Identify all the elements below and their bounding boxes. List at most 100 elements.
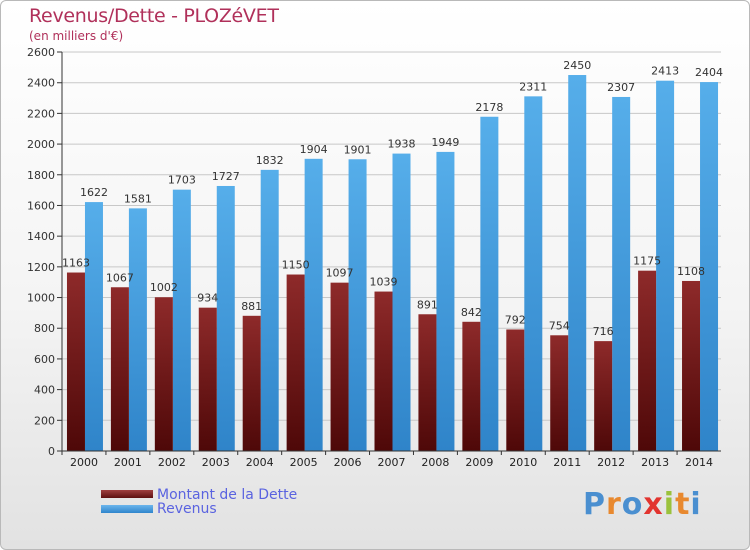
data-label-revenue: 1949 [431, 136, 459, 149]
legend-swatch-revenue [101, 505, 153, 513]
y-tick-label: 2000 [27, 138, 55, 151]
data-label-revenue: 1581 [124, 192, 152, 205]
data-label-debt: 1150 [282, 259, 310, 272]
bar-debt [594, 341, 613, 451]
bar-revenue [260, 169, 279, 451]
bar-debt [198, 307, 217, 451]
data-label-debt: 716 [593, 325, 614, 338]
bar-debt [154, 297, 173, 451]
y-tick-label: 2600 [27, 46, 55, 59]
bar-revenue [524, 96, 543, 451]
x-tick-label: 2014 [685, 456, 713, 469]
x-tick-label: 2006 [334, 456, 362, 469]
logo-letter: i [663, 487, 676, 522]
y-tick-label: 800 [34, 322, 55, 335]
y-tick-label: 200 [34, 414, 55, 427]
x-tick-label: 2013 [641, 456, 669, 469]
logo-letter: P [583, 487, 606, 522]
x-tick-label: 2011 [553, 456, 581, 469]
bar-debt [682, 280, 701, 451]
bar-debt [66, 272, 85, 451]
y-tick-label: 600 [34, 353, 55, 366]
bar-revenue [128, 208, 147, 451]
chart-subtitle: (en milliers d'€) [29, 29, 124, 43]
data-label-debt: 891 [417, 298, 438, 311]
x-tick-label: 2001 [114, 456, 142, 469]
axes: 0 200 400 600 800 1000 1200 1400 1600 1800 2000 220… [27, 46, 721, 469]
y-tick-label: 2400 [27, 77, 55, 90]
bar-revenue [348, 159, 367, 451]
bar-debt [506, 329, 525, 451]
x-tick-label: 2005 [290, 456, 318, 469]
x-tick-label: 2003 [202, 456, 230, 469]
y-tick-label: 1000 [27, 292, 55, 305]
bar-debt [550, 335, 569, 451]
y-tick-label: 1200 [27, 261, 55, 274]
legend-label-debt: Montant de la Dette [157, 487, 298, 503]
data-label-revenue: 1622 [80, 186, 108, 199]
bar-revenue [216, 185, 235, 451]
data-label-revenue: 1832 [256, 154, 284, 167]
data-label-debt: 842 [461, 306, 482, 319]
data-label-revenue: 1703 [168, 174, 196, 187]
data-label-revenue: 1904 [300, 143, 328, 156]
x-tick-label: 2007 [378, 456, 406, 469]
x-tick-label: 2012 [597, 456, 625, 469]
y-tick-label: 2200 [27, 107, 55, 120]
y-tick-label: 400 [34, 384, 55, 397]
legend-label-revenue: Revenus [157, 501, 217, 517]
bar-debt [462, 321, 481, 451]
data-label-revenue: 1901 [344, 143, 372, 156]
logo-letter: r [606, 487, 622, 522]
logo-letter: i [690, 487, 702, 522]
bar-revenue [480, 116, 499, 451]
x-tick-label: 2010 [509, 456, 537, 469]
y-tick-label: 1600 [27, 199, 55, 212]
bar-debt [330, 282, 349, 451]
x-tick-label: 2000 [70, 456, 98, 469]
data-label-revenue: 2413 [651, 65, 679, 78]
data-label-debt: 934 [197, 292, 218, 305]
x-tick-label: 2004 [246, 456, 274, 469]
bar-revenue [84, 202, 103, 451]
x-tick-label: 2002 [158, 456, 186, 469]
logo-letter: o [621, 487, 644, 522]
data-label-debt: 1002 [150, 281, 178, 294]
data-label-debt: 1097 [326, 267, 354, 280]
bar-debt [374, 291, 393, 451]
bar-debt [242, 315, 261, 451]
data-label-revenue: 2307 [607, 81, 635, 94]
bars [66, 75, 719, 452]
y-tick-label: 1400 [27, 230, 55, 243]
data-labels: 1622 1163 1581 1067 1703 1002 1727 934 1832 881 19… [62, 59, 723, 338]
bar-revenue [436, 151, 455, 452]
bar-revenue [568, 75, 587, 452]
bar-revenue [700, 82, 719, 451]
data-label-debt: 1108 [677, 265, 705, 278]
data-label-revenue: 2450 [563, 59, 591, 72]
y-tick-label: 0 [48, 445, 55, 458]
data-label-debt: 1039 [370, 276, 398, 289]
logo-letter: x [643, 487, 664, 522]
legend-swatch-debt [101, 490, 153, 498]
bar-revenue [656, 80, 675, 451]
data-label-debt: 1175 [633, 255, 661, 268]
x-tick-label: 2009 [465, 456, 493, 469]
data-label-debt: 754 [549, 319, 570, 332]
data-label-debt: 792 [505, 313, 526, 326]
data-label-revenue: 1938 [388, 138, 416, 151]
data-label-revenue: 2311 [519, 80, 547, 93]
data-label-debt: 1163 [62, 257, 90, 270]
logo-letter: t [675, 487, 691, 522]
bar-debt [638, 270, 657, 451]
y-tick-label: 1800 [27, 169, 55, 182]
bar-debt [418, 314, 437, 451]
bar-debt [110, 287, 129, 451]
data-label-debt: 1067 [106, 271, 134, 284]
x-tick-label: 2008 [421, 456, 449, 469]
bar-revenue [392, 153, 411, 451]
data-label-revenue: 1727 [212, 170, 240, 183]
chart-title: Revenus/Dette - PLOZéVET [29, 5, 279, 27]
